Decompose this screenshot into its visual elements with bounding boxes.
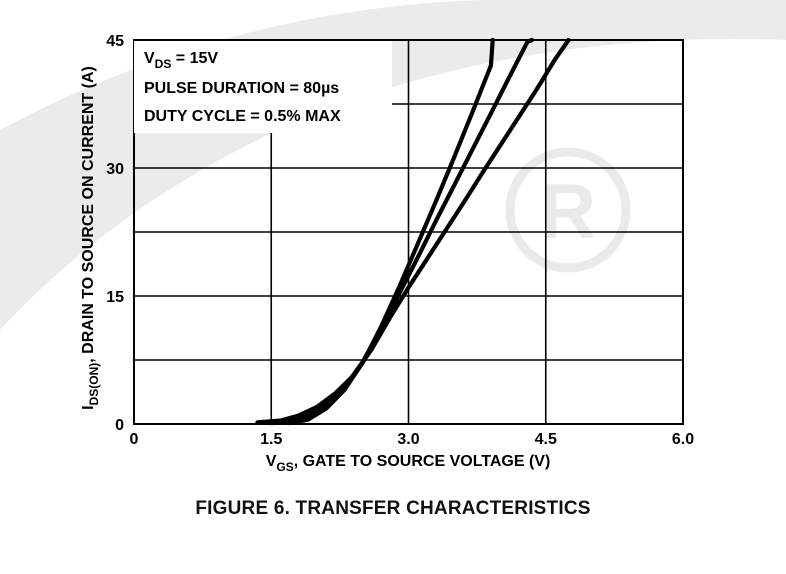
x-tick-label-0: 0	[130, 431, 139, 448]
vds-condition: VDS = 15V	[144, 50, 218, 71]
figure-caption: FIGURE 6. TRANSFER CHARACTERISTICS	[195, 498, 591, 519]
y-tick-label-3: 45	[106, 33, 124, 50]
svg-text:R: R	[540, 167, 596, 255]
y-tick-label-2: 30	[106, 161, 124, 178]
conditions-box: VDS = 15V PULSE DURATION = 80µs DUTY CYC…	[134, 41, 392, 133]
y-tick-label-0: 0	[115, 417, 124, 434]
x-tick-label-3: 4.5	[535, 431, 557, 448]
y-axis-title: IDS(ON), DRAIN TO SOURCE ON CURRENT (A)	[80, 66, 101, 410]
pulse-duration-condition: PULSE DURATION = 80µs	[144, 80, 339, 97]
transfer-curve-3	[287, 37, 495, 426]
x-tick-label-1: 1.5	[260, 431, 282, 448]
duty-cycle-condition: DUTY CYCLE = 0.5% MAX	[144, 108, 341, 125]
curves	[255, 37, 571, 426]
transfer-curve-2	[269, 37, 535, 426]
x-tick-labels: 0 1.5 3.0 4.5 6.0	[130, 431, 695, 448]
transfer-curve-1	[255, 37, 571, 425]
conditions-box-background	[134, 41, 392, 133]
x-axis-title: VGS, GATE TO SOURCE VOLTAGE (V)	[266, 453, 551, 474]
y-tick-labels: 0 15 30 45	[106, 33, 124, 434]
x-tick-label-2: 3.0	[397, 431, 419, 448]
plot-frame	[133, 39, 684, 425]
y-tick-label-1: 15	[106, 289, 124, 306]
x-tick-label-4: 6.0	[672, 431, 694, 448]
